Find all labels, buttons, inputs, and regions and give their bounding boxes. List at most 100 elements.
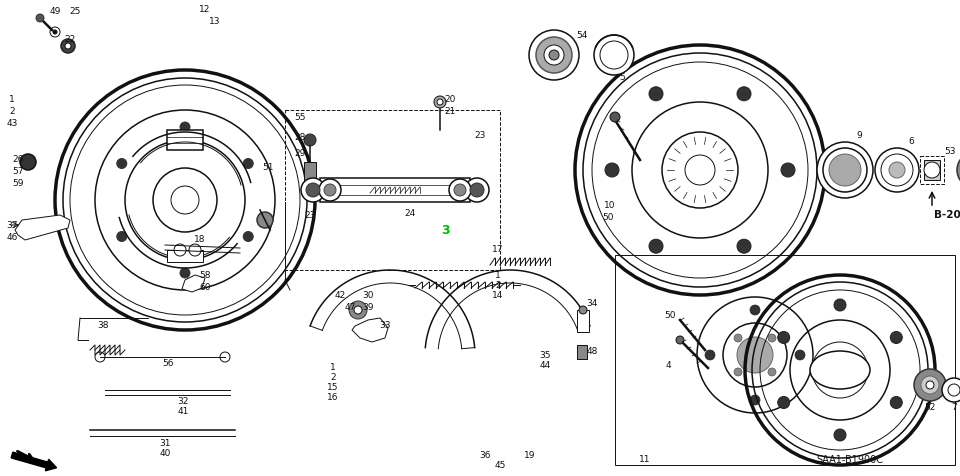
Text: 34: 34 — [587, 298, 598, 307]
Circle shape — [881, 154, 913, 186]
Text: 54: 54 — [576, 30, 588, 40]
Circle shape — [319, 179, 341, 201]
Text: 33: 33 — [379, 320, 391, 329]
Circle shape — [768, 368, 776, 376]
Text: 58: 58 — [200, 271, 211, 280]
Circle shape — [304, 134, 316, 146]
Circle shape — [454, 184, 466, 196]
Text: 20: 20 — [444, 96, 456, 105]
Bar — [615, 255, 955, 465]
Text: 9: 9 — [856, 130, 862, 139]
Bar — [920, 156, 944, 184]
Text: 48: 48 — [587, 347, 598, 357]
Circle shape — [243, 159, 253, 169]
Bar — [320, 178, 470, 202]
Circle shape — [61, 39, 75, 53]
Circle shape — [834, 299, 846, 311]
Polygon shape — [182, 275, 205, 292]
Text: 52: 52 — [924, 404, 936, 413]
Text: 26: 26 — [12, 156, 24, 165]
Circle shape — [795, 350, 805, 360]
Text: 4: 4 — [665, 360, 671, 369]
Text: 44: 44 — [540, 361, 551, 370]
Circle shape — [20, 154, 36, 170]
Text: 46: 46 — [7, 232, 17, 241]
Circle shape — [778, 331, 790, 344]
Text: 50: 50 — [664, 310, 676, 319]
Text: 31: 31 — [159, 438, 171, 447]
Circle shape — [750, 395, 760, 405]
Bar — [167, 250, 203, 262]
Circle shape — [705, 350, 715, 360]
Text: 18: 18 — [194, 236, 205, 245]
Text: 6: 6 — [908, 138, 914, 147]
Text: 10: 10 — [604, 200, 615, 209]
Text: 12: 12 — [200, 6, 210, 14]
Circle shape — [942, 378, 960, 402]
Circle shape — [579, 306, 587, 314]
Text: 22: 22 — [64, 36, 76, 44]
Circle shape — [914, 369, 946, 401]
Circle shape — [649, 87, 663, 101]
Polygon shape — [352, 318, 388, 342]
Circle shape — [53, 30, 57, 34]
Text: 57: 57 — [12, 168, 24, 177]
Circle shape — [737, 337, 773, 373]
Circle shape — [649, 239, 663, 253]
Circle shape — [117, 159, 127, 169]
Circle shape — [437, 99, 443, 105]
Circle shape — [549, 50, 559, 60]
Text: 36: 36 — [479, 452, 491, 460]
Circle shape — [823, 148, 867, 192]
Bar — [577, 310, 589, 332]
Circle shape — [594, 35, 634, 75]
Text: 24: 24 — [404, 208, 416, 218]
Bar — [285, 110, 500, 270]
Circle shape — [301, 178, 325, 202]
Circle shape — [324, 184, 336, 196]
Text: 39: 39 — [362, 303, 373, 311]
Text: 30: 30 — [362, 291, 373, 300]
Circle shape — [829, 154, 861, 186]
Circle shape — [834, 429, 846, 441]
Circle shape — [926, 381, 934, 389]
Text: 23: 23 — [474, 130, 486, 139]
Text: 1: 1 — [330, 364, 336, 373]
Circle shape — [924, 162, 940, 178]
Circle shape — [257, 212, 273, 228]
Bar — [167, 130, 203, 150]
Text: 25: 25 — [69, 8, 81, 17]
Text: 1: 1 — [10, 96, 14, 105]
Polygon shape — [15, 215, 70, 240]
Circle shape — [600, 41, 628, 69]
Text: SAA1-B1900C: SAA1-B1900C — [817, 455, 883, 465]
Text: 35: 35 — [540, 350, 551, 359]
Circle shape — [605, 163, 619, 177]
Circle shape — [817, 142, 873, 198]
Circle shape — [189, 244, 201, 256]
Text: B-20-30: B-20-30 — [934, 210, 960, 220]
Text: 60: 60 — [200, 282, 211, 291]
Text: 45: 45 — [494, 462, 506, 470]
Circle shape — [890, 331, 902, 344]
Circle shape — [544, 45, 564, 65]
Circle shape — [737, 87, 751, 101]
Text: 7: 7 — [951, 404, 957, 413]
Text: 13: 13 — [209, 18, 221, 27]
Text: 1: 1 — [495, 271, 501, 280]
Circle shape — [610, 112, 620, 122]
Circle shape — [243, 231, 253, 241]
Circle shape — [354, 306, 362, 314]
Circle shape — [349, 301, 367, 319]
Text: 29: 29 — [295, 149, 305, 158]
Text: 21: 21 — [444, 108, 456, 117]
Text: 55: 55 — [295, 113, 305, 122]
Circle shape — [676, 336, 684, 344]
Circle shape — [750, 305, 760, 315]
Text: 11: 11 — [639, 456, 651, 465]
Circle shape — [781, 163, 795, 177]
Circle shape — [737, 239, 751, 253]
Circle shape — [875, 148, 919, 192]
Circle shape — [734, 368, 742, 376]
Text: 53: 53 — [945, 148, 956, 157]
